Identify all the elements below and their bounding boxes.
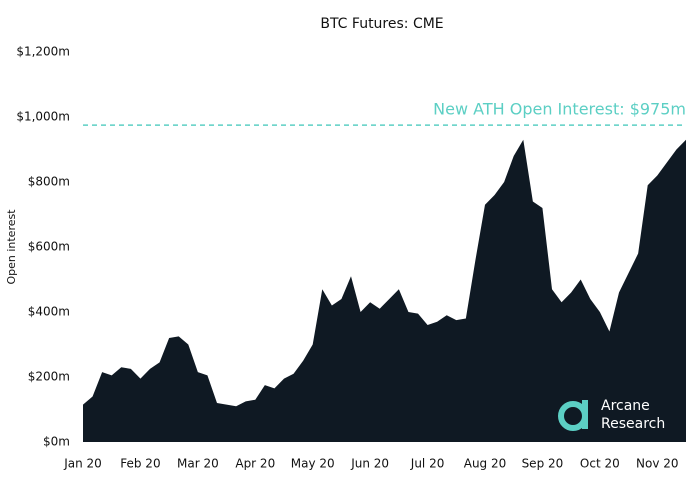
x-tick-label: Nov 20 (636, 457, 679, 471)
x-tick-label: Mar 20 (177, 457, 219, 471)
y-tick-label: $800m (28, 175, 70, 189)
y-tick-label: $1,000m (16, 110, 70, 124)
x-tick-label: Jan 20 (63, 457, 102, 471)
x-tick-label: Jun 20 (350, 457, 389, 471)
y-tick-label: $1,200m (16, 45, 70, 59)
logo-text: Research (601, 416, 665, 432)
x-tick-label: Sep 20 (522, 457, 564, 471)
y-tick-label: $600m (28, 240, 70, 254)
y-axis-label: Open interest (5, 209, 18, 285)
logo-mark-bar (582, 400, 588, 429)
chart-title: BTC Futures: CME (320, 16, 443, 32)
y-tick-label: $0m (43, 435, 70, 449)
x-tick-label: Jul 20 (410, 457, 445, 471)
area (83, 139, 686, 442)
x-tick-label: Apr 20 (235, 457, 275, 471)
x-tick-label: Oct 20 (580, 457, 620, 471)
x-tick-label: Aug 20 (464, 457, 507, 471)
x-tick-label: Feb 20 (120, 457, 160, 471)
logo-text: Arcane (601, 398, 650, 414)
y-tick-label: $400m (28, 305, 70, 319)
y-tick-label: $200m (28, 370, 70, 384)
ath-annotation: New ATH Open Interest: $975m (433, 100, 686, 119)
x-tick-label: May 20 (291, 457, 335, 471)
